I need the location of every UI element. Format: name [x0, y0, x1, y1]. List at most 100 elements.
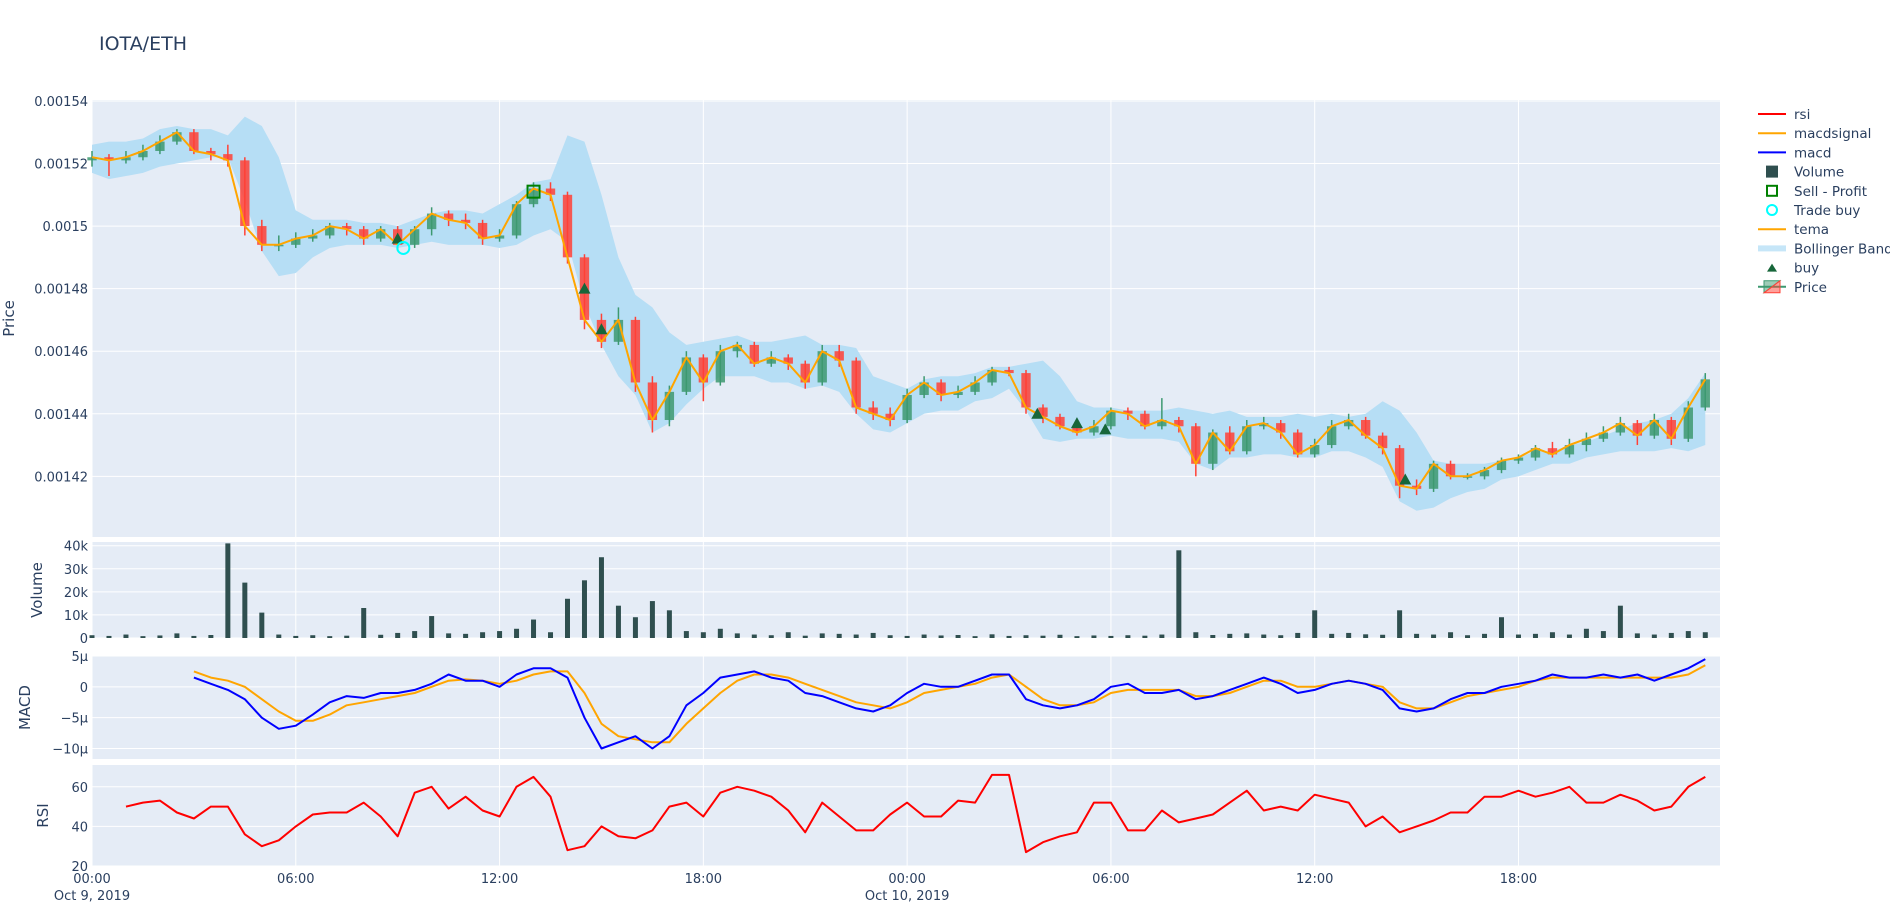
candle-body [749, 344, 759, 364]
candle-body [1004, 369, 1014, 374]
volume-bar [1108, 635, 1114, 638]
volume-bar [140, 636, 146, 638]
legend-label: macd [1794, 145, 1831, 161]
macd-y-tick-label: 5µ [71, 650, 88, 665]
legend-item-trade-buy[interactable]: Trade buy [1766, 203, 1860, 219]
volume-bar [1193, 632, 1199, 638]
macd-plot-area [92, 656, 1720, 759]
volume-bar [463, 633, 469, 638]
candle-body [630, 319, 641, 383]
trade-buy-legend-icon [1766, 204, 1778, 216]
volume-bar [1142, 635, 1148, 638]
volume-bar [1023, 635, 1029, 638]
legend-item-sell-profit[interactable]: Sell - Profit [1766, 184, 1867, 200]
legend-item-rsi[interactable]: rsi [1758, 107, 1810, 123]
candle-body [1683, 407, 1693, 439]
candle-body [1140, 413, 1150, 427]
candle [1632, 420, 1643, 446]
candle-body [1649, 420, 1660, 436]
volume-bar [1091, 635, 1097, 638]
volume-bar [751, 634, 757, 638]
volume-bar [1651, 634, 1657, 638]
candle [155, 135, 165, 155]
candle-body [477, 222, 488, 239]
candle [868, 401, 878, 421]
legend-item-buy[interactable]: buy [1767, 261, 1819, 277]
candle-body [1496, 460, 1507, 471]
sell-profit-legend-icon [1766, 184, 1778, 197]
candle-body [1072, 426, 1082, 433]
candle-body [1377, 435, 1388, 449]
candle [1564, 438, 1575, 458]
x-tick-date-label: Oct 9, 2019 [54, 889, 130, 903]
candle-body [121, 157, 131, 161]
volume-bar [870, 632, 876, 638]
candle [1089, 420, 1099, 436]
volume-bar [123, 634, 129, 638]
candle-body [104, 157, 114, 161]
volume-y-tick-label: 10k [64, 609, 89, 624]
candle [613, 307, 624, 345]
candle [1581, 432, 1592, 452]
volume-bar [887, 635, 893, 638]
volume-bar [1074, 636, 1080, 638]
candle-body [698, 357, 709, 383]
candle-body [1428, 463, 1439, 489]
price-y-tick-label: 0.0015 [43, 220, 89, 235]
candle-body [460, 219, 471, 223]
volume-bar [1668, 632, 1674, 638]
volume-plot-area [92, 542, 1720, 638]
legend-label: Trade buy [1793, 203, 1860, 219]
candle-body [1038, 407, 1048, 417]
candle-body [766, 357, 776, 364]
candle-body [1564, 445, 1575, 455]
volume-bar [429, 616, 435, 638]
legend-item-macdsignal[interactable]: macdsignal [1758, 126, 1871, 142]
macd-y-tick-label: −10µ [52, 743, 88, 758]
volume-bar [734, 633, 740, 638]
legend-item-volume[interactable]: Volume [1766, 165, 1844, 181]
legend-item-macd[interactable]: macd [1758, 145, 1831, 161]
candle-body [189, 132, 199, 151]
candle-body [885, 413, 895, 421]
x-tick-label: 00:00 [73, 872, 110, 887]
candle [1394, 445, 1405, 499]
candle [698, 354, 709, 402]
candle [460, 213, 471, 230]
volume-bar [361, 608, 367, 638]
candle-body [936, 382, 946, 395]
price-y-tick-label: 0.00148 [34, 283, 88, 298]
candle [1513, 454, 1524, 464]
candle [1310, 438, 1320, 458]
legend-item-price[interactable]: Price [1758, 280, 1827, 296]
candle [1157, 398, 1167, 430]
volume-bar [208, 635, 214, 638]
price-axis-title: Price [0, 300, 18, 337]
volume-bar [514, 628, 520, 638]
candle-body [511, 204, 522, 236]
candle-body [291, 238, 301, 245]
buy-legend-icon [1767, 263, 1777, 272]
candle-body [1547, 448, 1558, 455]
candle-body [817, 351, 827, 383]
candle-body [613, 319, 624, 342]
candle-body [1106, 410, 1116, 427]
legend-item-bollinger-band[interactable]: Bollinger Band [1758, 241, 1890, 257]
volume-y-tick-label: 0 [80, 632, 88, 647]
candle-body [1208, 432, 1218, 464]
bollinger-band-legend-icon [1758, 245, 1786, 252]
candle-body [87, 157, 97, 161]
rsi-y-tick-label: 40 [71, 820, 88, 835]
volume-bar [921, 634, 927, 638]
candle-body [664, 391, 675, 421]
plot-panels: 0.00142 0.00144 0.00146 0.00148 0.0015 0.0015… [0, 95, 1720, 904]
candle [477, 219, 488, 245]
candle-body [528, 188, 539, 205]
volume-bar [1227, 633, 1233, 638]
legend-item-tema[interactable]: tema [1758, 222, 1829, 238]
candle-body [342, 226, 352, 230]
volume-y-tick-label: 40k [64, 540, 89, 555]
volume-bar [1261, 634, 1267, 638]
volume-bar [1414, 633, 1420, 638]
